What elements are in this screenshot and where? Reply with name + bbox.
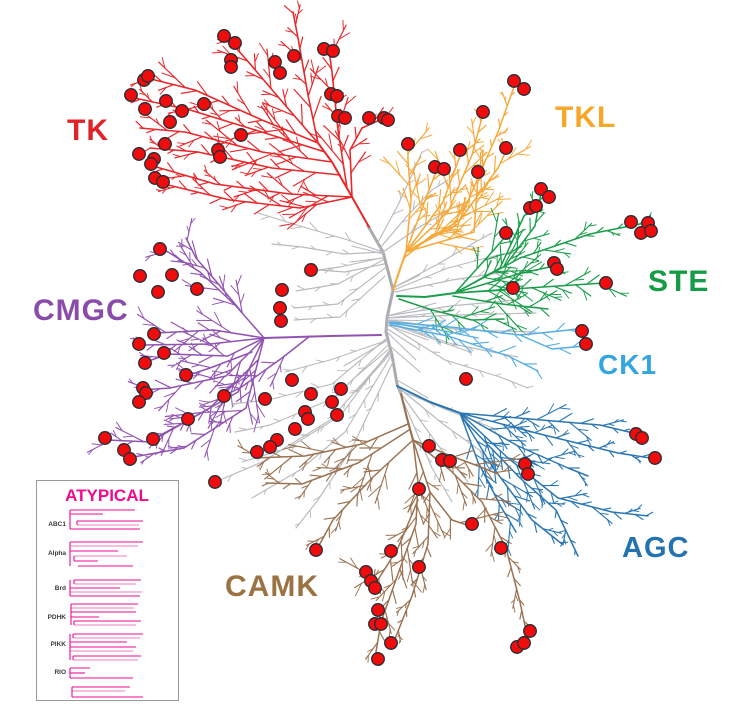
svg-text:Brd: Brd	[55, 585, 66, 592]
svg-text:AGC: AGC	[622, 532, 689, 564]
svg-text:RIO: RIO	[54, 669, 66, 676]
svg-text:CMGC: CMGC	[33, 294, 129, 327]
svg-text:CK1: CK1	[598, 349, 657, 380]
svg-text:ABC1: ABC1	[48, 521, 66, 528]
svg-text:PDHK: PDHK	[48, 614, 67, 621]
svg-text:PIKK: PIKK	[50, 641, 66, 648]
svg-text:TKL: TKL	[555, 101, 616, 134]
svg-text:ATYPICAL: ATYPICAL	[65, 486, 149, 505]
svg-text:TK: TK	[67, 114, 109, 147]
svg-text:STE: STE	[648, 265, 709, 298]
svg-text:Alpha: Alpha	[48, 550, 66, 557]
svg-text:CAMK: CAMK	[225, 570, 319, 603]
